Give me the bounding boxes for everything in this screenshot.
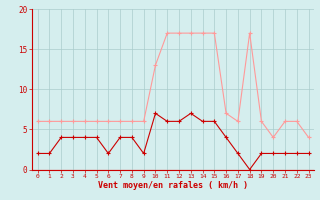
X-axis label: Vent moyen/en rafales ( km/h ): Vent moyen/en rafales ( km/h )	[98, 181, 248, 190]
